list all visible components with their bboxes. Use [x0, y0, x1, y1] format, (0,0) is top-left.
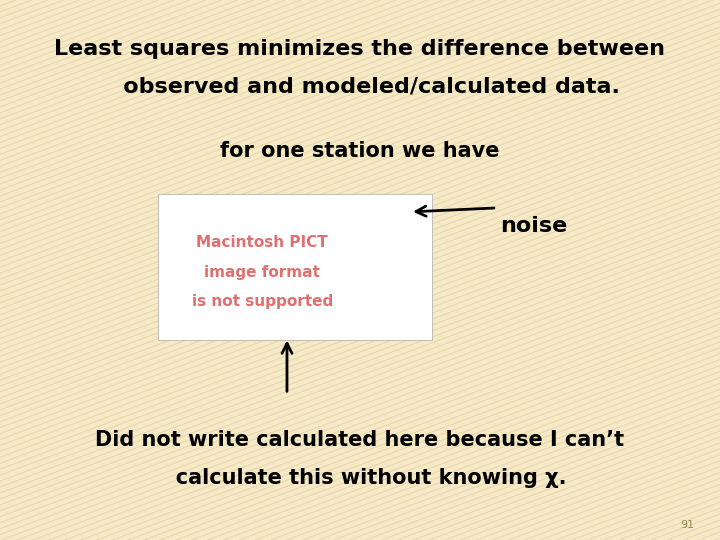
- Text: Macintosh PICT: Macintosh PICT: [197, 235, 328, 250]
- Text: Did not write calculated here because I can’t: Did not write calculated here because I …: [96, 430, 624, 450]
- Text: observed and modeled/calculated data.: observed and modeled/calculated data.: [100, 76, 620, 97]
- Text: image format: image format: [204, 265, 320, 280]
- Text: noise: noise: [500, 216, 567, 236]
- Text: 91: 91: [680, 520, 695, 530]
- Text: calculate this without knowing χ.: calculate this without knowing χ.: [154, 468, 566, 488]
- Text: Least squares minimizes the difference between: Least squares minimizes the difference b…: [55, 38, 665, 59]
- Bar: [158, 194, 432, 340]
- Text: for one station we have: for one station we have: [220, 141, 500, 161]
- Text: is not supported: is not supported: [192, 294, 333, 309]
